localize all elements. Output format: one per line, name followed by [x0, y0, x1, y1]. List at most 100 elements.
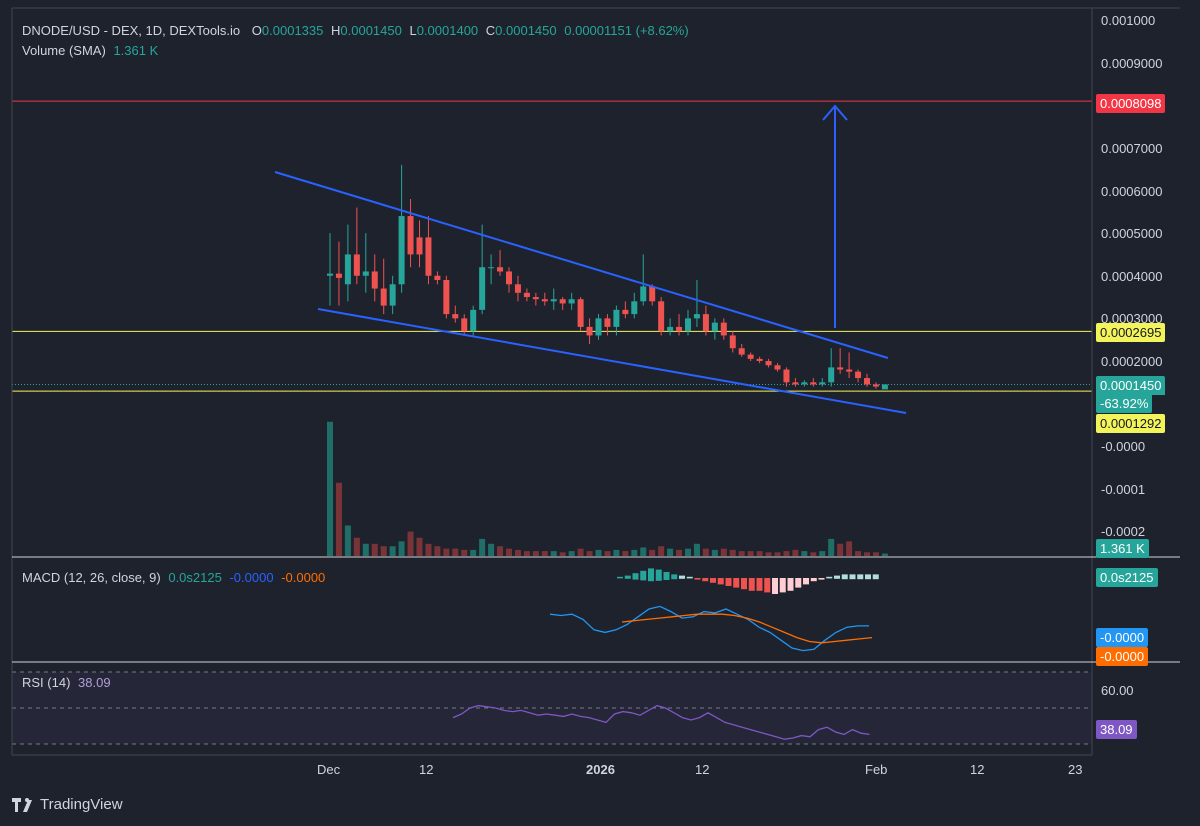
macd-histogram-bar [725, 578, 732, 586]
volume-bar [443, 548, 450, 556]
candle-body [532, 297, 539, 300]
volume-bar [738, 551, 745, 556]
volume-bar [855, 551, 862, 556]
volume-bar [586, 551, 593, 556]
low-label: L [409, 23, 417, 38]
candle-body [864, 378, 870, 385]
resistance-price-tag: 0.0008098 [1096, 94, 1166, 113]
candle-body [550, 299, 557, 302]
y-tick-label: -0.0000 [1101, 439, 1146, 454]
macd-histogram-bar [841, 574, 848, 580]
candle-body [640, 286, 647, 302]
lower-trendline [317, 308, 907, 414]
rsi-pane [12, 671, 1092, 745]
macd-histogram-bar [748, 578, 755, 591]
macd-histogram-bar [710, 578, 716, 583]
macd-label: MACD (12, 26, close, 9) [22, 570, 161, 585]
rsi-value: 38.09 [78, 675, 111, 690]
candle-body [702, 314, 709, 332]
volume-bar [783, 551, 790, 556]
rsi-line [452, 704, 870, 740]
volume-bar [568, 551, 575, 556]
candle-body [872, 384, 879, 387]
y-tick-label: 0.0009000 [1101, 56, 1163, 71]
close-label: C [485, 23, 496, 38]
macd-histogram-bar [624, 575, 631, 579]
candles [327, 164, 888, 390]
candle-body [711, 322, 718, 332]
candle-body [693, 314, 700, 319]
macd-histogram-bar [826, 576, 833, 579]
macd-histogram-bar [717, 578, 724, 585]
macd-histogram-bar [702, 578, 709, 582]
volume-bar [479, 538, 486, 556]
volume-bar [470, 549, 477, 556]
volume-bar [846, 541, 853, 556]
volume-bar [693, 543, 700, 556]
candle-body [470, 309, 477, 332]
volume-bar [872, 552, 879, 556]
volume-bar [658, 546, 665, 556]
x-tick-label: 12 [419, 762, 434, 777]
volume-bar [864, 552, 870, 556]
candle-body [434, 275, 441, 281]
macd-histogram-bar [857, 574, 864, 580]
candle-body [747, 354, 754, 359]
volume-bar [461, 549, 468, 556]
volume-bar [344, 525, 351, 556]
macd-histogram-bar [849, 574, 856, 580]
candle-body [344, 254, 351, 285]
brand-name: TradingView [40, 796, 123, 813]
x-tick-label: 12 [970, 762, 985, 777]
volume-bar [828, 538, 835, 556]
macd-histogram-bar [756, 578, 763, 591]
volume-bar [425, 543, 432, 556]
volume-bar [389, 546, 396, 556]
candle-body [720, 322, 727, 336]
volume-bar [434, 546, 441, 556]
y-tick-label: 0.0007000 [1101, 141, 1163, 156]
tradingview-brand[interactable]: TradingView [12, 796, 123, 813]
candle-body [881, 384, 888, 390]
y-tick-label: 0.0005000 [1101, 226, 1163, 241]
volume-bar [667, 548, 674, 556]
candle-body [837, 367, 844, 370]
candle-body [667, 326, 674, 332]
candle-body [479, 267, 486, 310]
volume-bar [541, 551, 548, 556]
x-tick-label: 2026 [586, 762, 615, 777]
support-high-price-tag: 0.0002695 [1096, 323, 1166, 342]
volume-bar [819, 551, 826, 556]
symbol-legend: DNODE/USD - DEX, 1D, DEXTools.io O0.0001… [22, 23, 689, 38]
volume-bar [702, 548, 709, 556]
x-tick-label: Dec [317, 762, 341, 777]
candle-body [613, 309, 620, 327]
macd-histogram-bar [686, 576, 693, 579]
candle-body [327, 273, 333, 276]
candle-body [389, 284, 396, 306]
volume-bar [613, 549, 620, 556]
high-value: 0.0001450 [340, 23, 402, 38]
close-value: 0.0001450 [495, 23, 557, 38]
candle-body [729, 335, 736, 349]
candle-body [461, 318, 468, 332]
macd-line [549, 605, 869, 652]
macd-histogram-bar [640, 570, 647, 581]
volume-bars [327, 421, 888, 556]
y-tick-label: -0.0002 [1101, 524, 1146, 539]
macd-histogram-bar [655, 569, 662, 581]
volume-bar [720, 548, 727, 556]
volume-bar [640, 547, 647, 556]
macd-histogram-bar [772, 578, 778, 594]
volume-tag: 1.361 K [1096, 539, 1149, 558]
candle-body [738, 348, 745, 355]
volume-bar [801, 551, 808, 556]
candle-body [371, 271, 378, 289]
macd-histogram-bar [779, 578, 786, 593]
y-tick-label: 0.0002000 [1101, 354, 1163, 369]
volume-bar [416, 537, 423, 556]
x-tick-label: 23 [1068, 762, 1083, 777]
symbol-title: DNODE/USD - DEX, 1D, DEXTools.io [22, 23, 241, 38]
x-tick-label: Feb [865, 762, 888, 777]
